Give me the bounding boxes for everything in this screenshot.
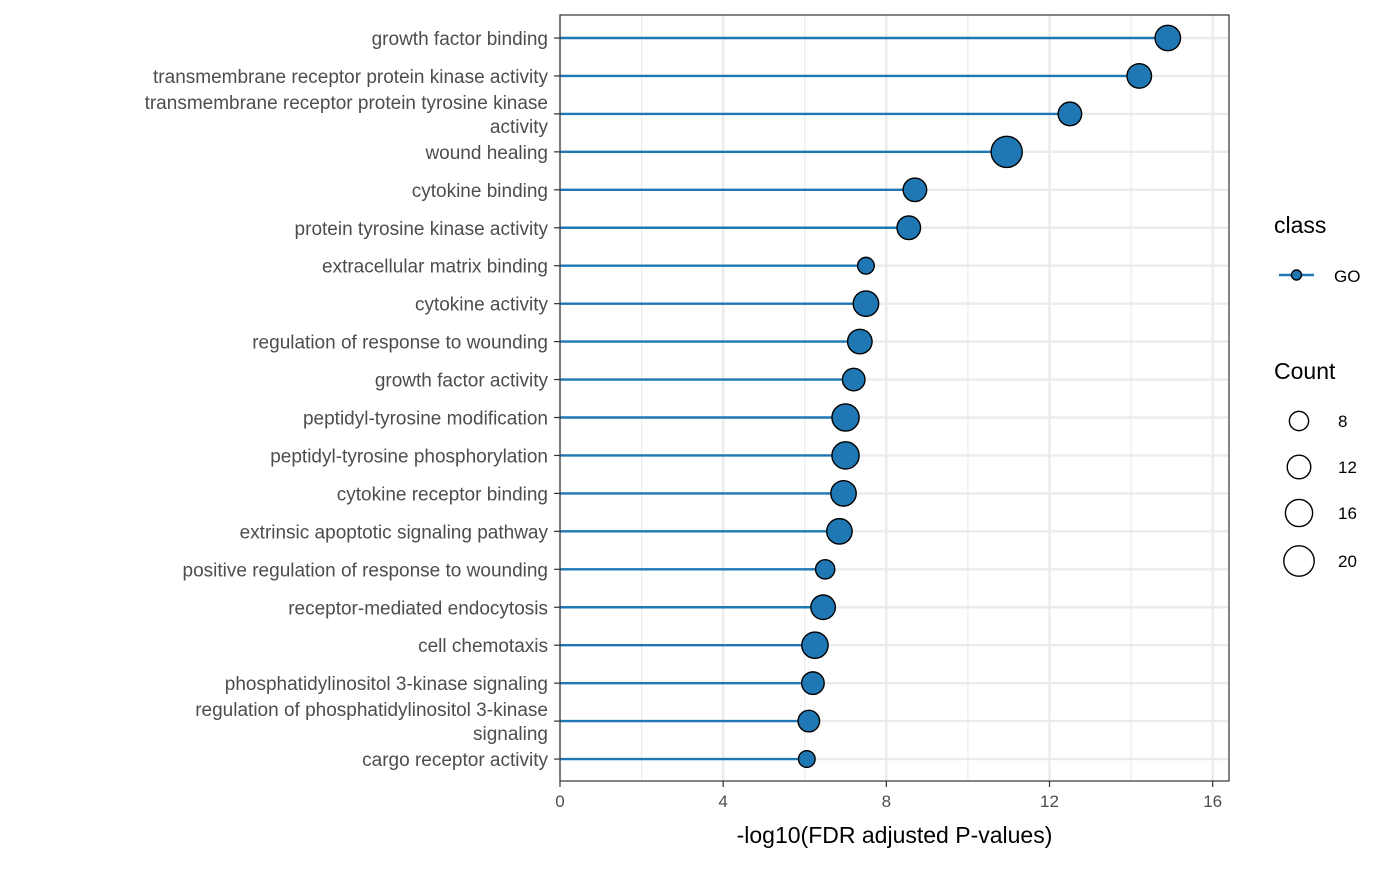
lollipop-point (990, 135, 1023, 169)
lollipop-point (896, 215, 922, 241)
legend-class-key-point (1290, 269, 1303, 281)
y-tick-label: extracellular matrix binding (322, 257, 548, 278)
legend-size-key (1283, 545, 1315, 577)
y-tick-label: cargo receptor activity (362, 750, 548, 771)
lollipop-point (801, 631, 829, 660)
legend-size-key (1284, 498, 1314, 528)
lollipop-point (1057, 101, 1083, 127)
legend-size-label: 16 (1338, 504, 1357, 523)
lollipop-point (1154, 24, 1182, 52)
lollipop-point (852, 290, 880, 318)
lollipop-point (810, 594, 837, 621)
lollipop-point (841, 367, 866, 392)
legend-class-label: GO (1334, 267, 1360, 286)
x-tick-label: 16 (1203, 792, 1222, 811)
y-tick-label: protein tyrosine kinase activity (295, 219, 549, 240)
lollipop-point (831, 441, 860, 470)
y-tick-label: cytokine receptor binding (337, 484, 548, 505)
y-tick-label: regulation of response to wounding (252, 333, 548, 354)
y-tick-label: transmembrane receptor protein kinase ac… (153, 67, 548, 88)
legend-size-label: 12 (1338, 458, 1357, 477)
y-tick-label: growth factor activity (375, 371, 549, 392)
x-tick-label: 8 (882, 792, 891, 811)
lollipop-point (856, 256, 875, 275)
legend-size-key (1288, 410, 1310, 432)
lollipop-point (826, 517, 853, 545)
legend-class-title: class (1274, 212, 1326, 238)
y-tick-label: peptidyl-tyrosine phosphorylation (270, 446, 548, 467)
lollipop-point (814, 558, 836, 580)
legend-size-key (1286, 454, 1312, 480)
plot-border (559, 14, 1230, 782)
legend-size-title: Count (1274, 358, 1336, 384)
y-tick-label: growth factor binding (372, 29, 548, 50)
y-tick-label: cell chemotaxis (418, 636, 548, 657)
lollipop-point (797, 709, 821, 733)
legend-size-label: 20 (1338, 552, 1357, 571)
y-tick-label: peptidyl-tyrosine modification (303, 409, 548, 430)
y-tick-label: regulation of phosphatidylinositol 3-kin… (195, 700, 548, 745)
lollipop-point (797, 750, 816, 769)
lollipop-point (800, 671, 825, 696)
lollipop-point (830, 479, 857, 507)
legend-size-label: 8 (1338, 412, 1347, 431)
lollipop-point (1126, 62, 1153, 89)
y-tick-label: cytokine activity (415, 295, 549, 316)
y-tick-label: wound healing (424, 143, 548, 164)
y-tick-label: phosphatidylinositol 3-kinase signaling (225, 674, 548, 695)
x-axis-title: -log10(FDR adjusted P-values) (737, 822, 1053, 848)
y-tick-label: receptor-mediated endocytosis (288, 598, 548, 619)
y-tick-label: cytokine binding (412, 181, 548, 202)
x-tick-label: 12 (1040, 792, 1059, 811)
lollipop-point (831, 403, 860, 432)
lollipop-point (902, 177, 928, 203)
x-tick-label: 0 (555, 792, 564, 811)
x-tick-label: 4 (718, 792, 727, 811)
lollipop-point (846, 328, 873, 355)
y-tick-label: positive regulation of response to wound… (183, 560, 548, 581)
y-tick-label: extrinsic apoptotic signaling pathway (240, 522, 549, 543)
plot-panel (560, 15, 1229, 781)
y-tick-label: transmembrane receptor protein tyrosine … (145, 93, 549, 138)
